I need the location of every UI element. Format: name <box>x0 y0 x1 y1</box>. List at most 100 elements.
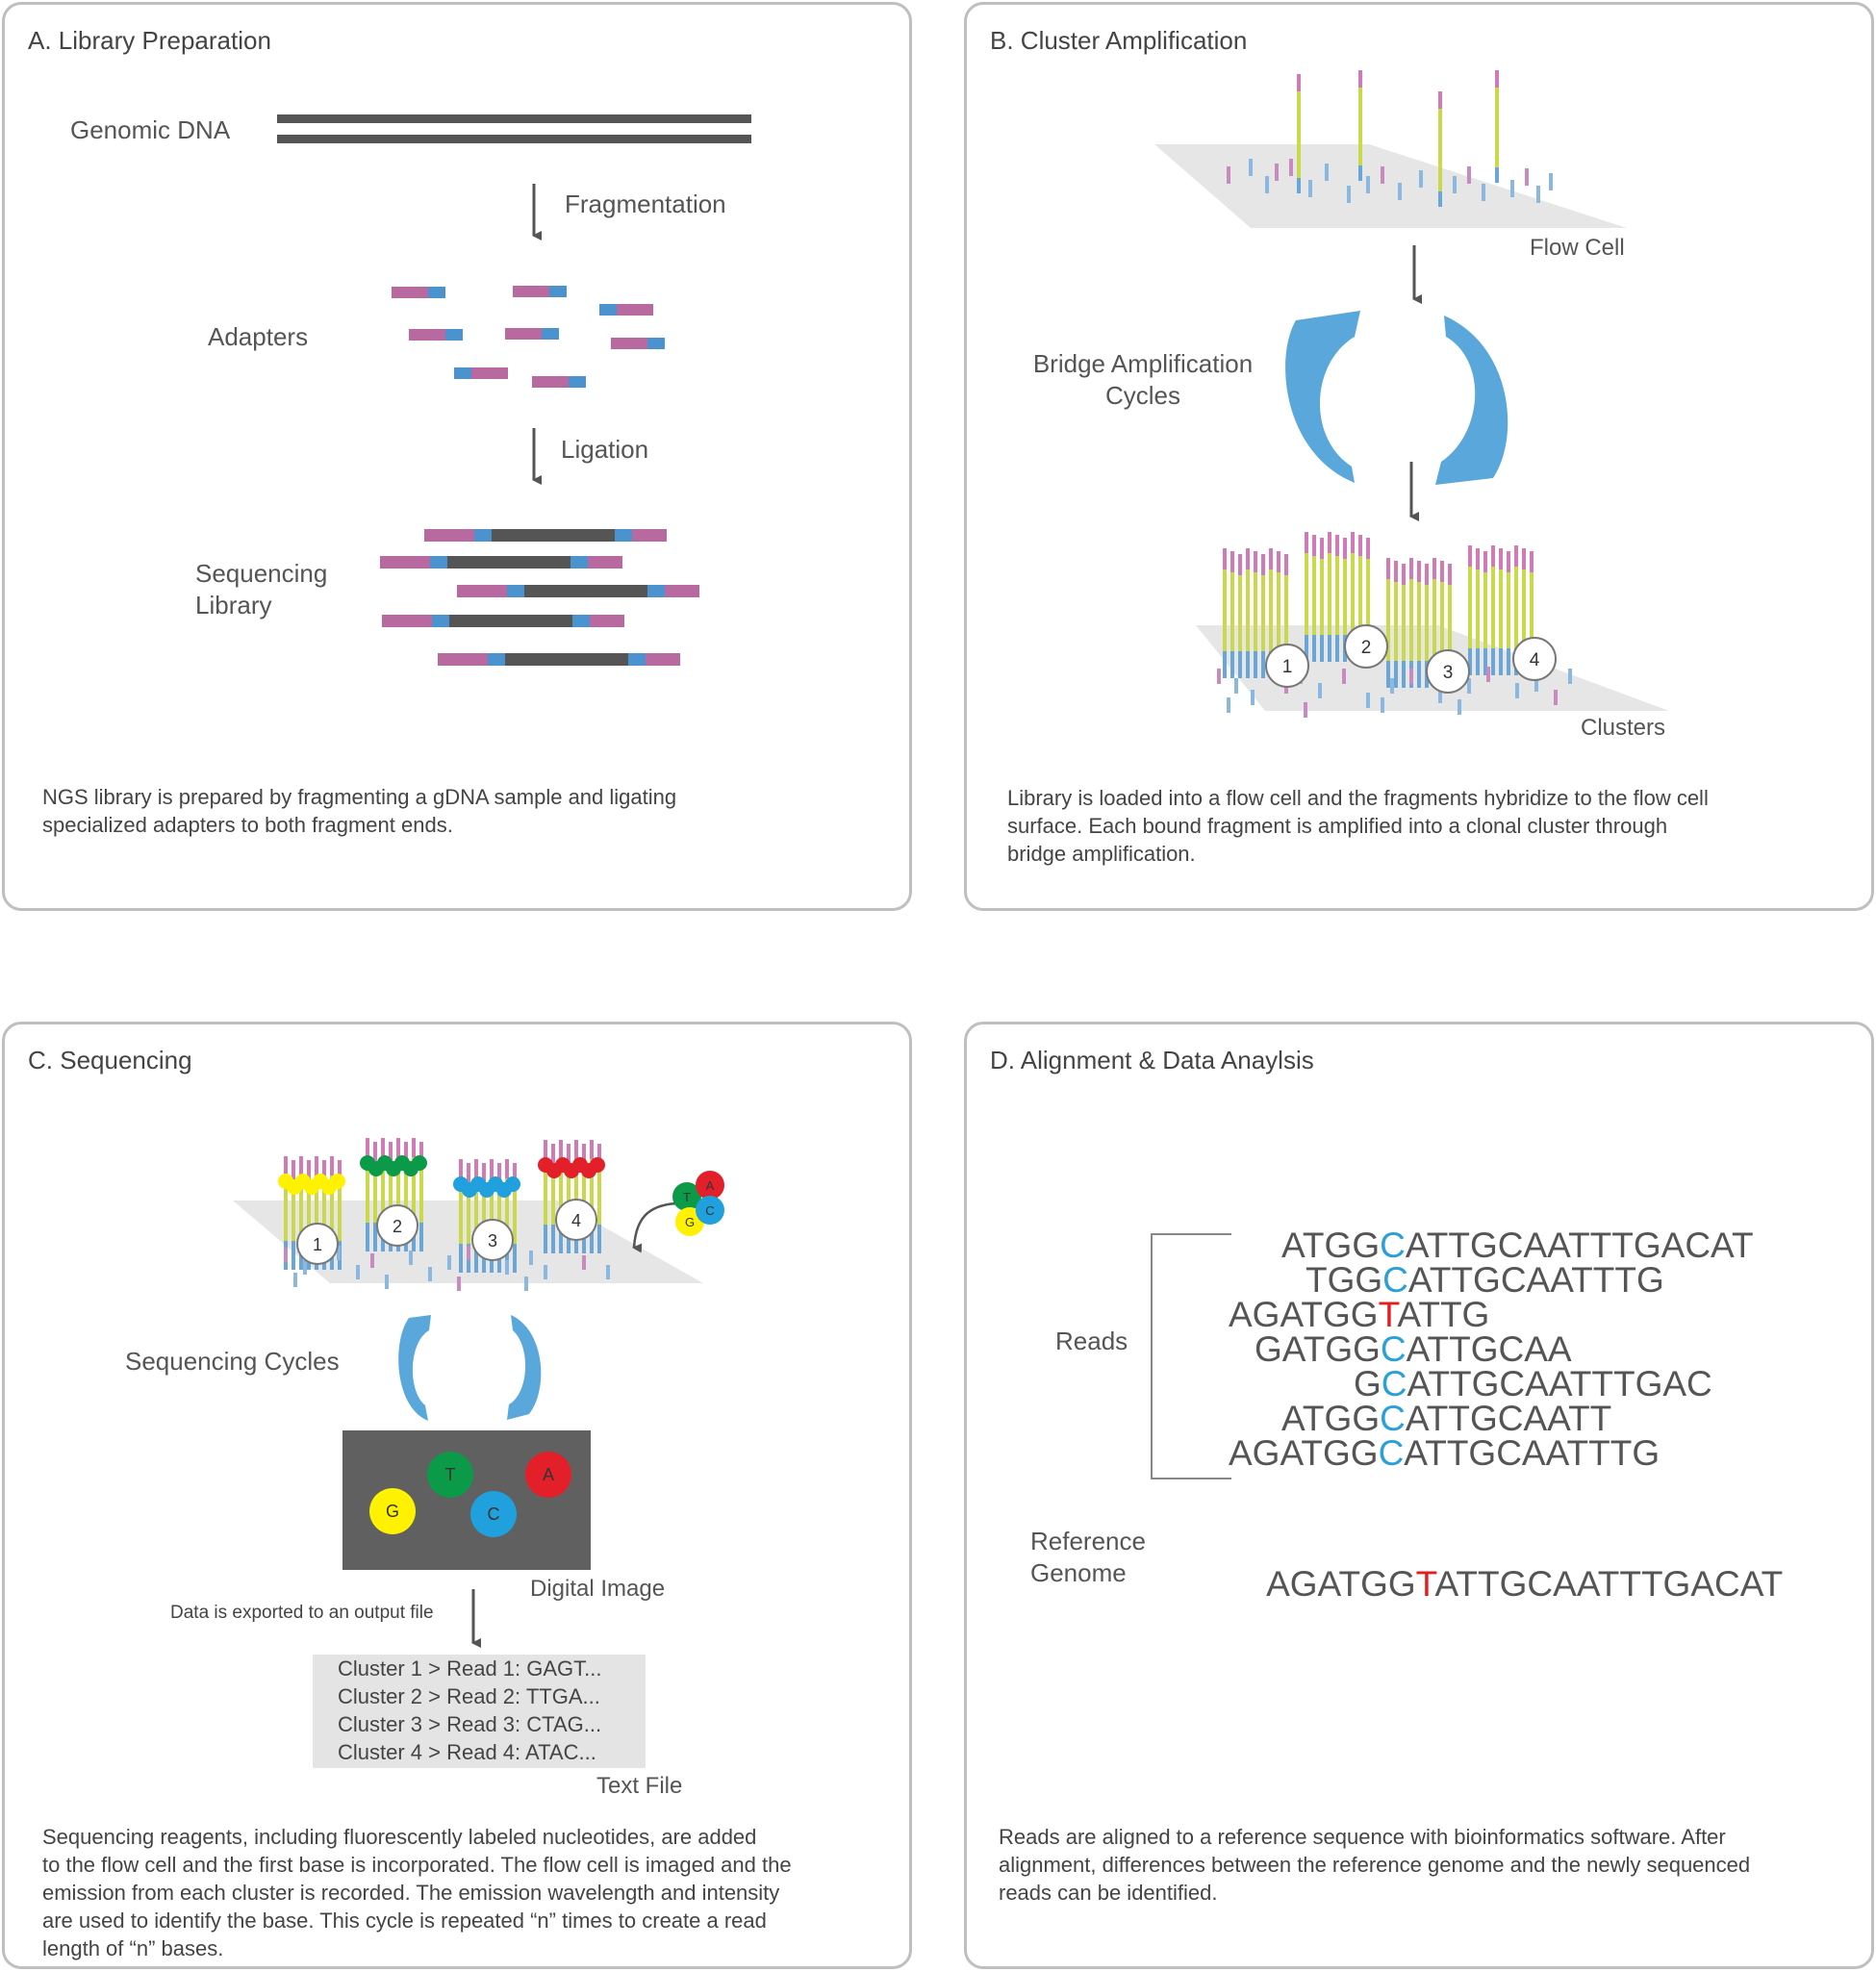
caption-line: bridge amplification. <box>1007 842 1196 866</box>
strand-base <box>1495 167 1499 183</box>
strand-tip <box>292 1160 295 1179</box>
caption-a: NGS library is prepared by fragmenting a… <box>42 783 676 839</box>
read-pre: ATGG <box>1281 1399 1381 1438</box>
cluster-marker-1 <box>1265 644 1309 688</box>
caption-line: alignment, differences between the refer… <box>999 1853 1751 1877</box>
surface-oligo <box>1398 183 1402 200</box>
strand-tip <box>1394 561 1398 582</box>
surface-oligo <box>447 1255 451 1270</box>
genomic-dna-strand <box>277 114 751 123</box>
strand-body <box>1402 585 1406 661</box>
strand-body <box>590 1159 594 1225</box>
strand-tip <box>284 1156 288 1176</box>
strand-body <box>1366 559 1370 635</box>
cluster-marker-3 <box>471 1219 514 1261</box>
strand-body <box>1440 582 1444 661</box>
cluster-marker-4 <box>555 1199 597 1241</box>
strand-base <box>505 1244 509 1273</box>
strand-tip <box>1499 548 1503 569</box>
library-adapter <box>474 529 492 542</box>
read-variant-base: C <box>1381 1364 1407 1403</box>
cluster-number-2: 2 <box>393 1217 402 1236</box>
surface-oligo <box>1347 186 1351 203</box>
panel-title: B. Cluster Amplification <box>990 26 1248 55</box>
fluorescent-label <box>330 1174 345 1189</box>
strand-body <box>1328 553 1331 635</box>
strand-tip <box>322 1160 326 1179</box>
strand-body <box>284 1176 288 1241</box>
read-variant-base: C <box>1380 1329 1407 1369</box>
surface-oligo <box>1467 678 1471 694</box>
bracket-line <box>1151 1233 1231 1479</box>
strand-body <box>1438 109 1442 191</box>
strand-base <box>1476 648 1480 675</box>
strand-body <box>373 1161 377 1223</box>
surface-oligo <box>293 1273 297 1287</box>
surface-oligo <box>428 1267 432 1281</box>
library-adapter <box>430 556 447 569</box>
text-file-line: Cluster 4 > Read 4: ATAC... <box>338 1740 596 1764</box>
read-pre: GATGG <box>1255 1329 1381 1369</box>
strand-tip <box>505 1159 509 1178</box>
strand-body <box>1343 559 1347 635</box>
surface-oligo <box>1234 678 1238 694</box>
surface-oligo <box>303 1260 307 1275</box>
strand-tip <box>1297 74 1301 91</box>
strand-tip <box>381 1138 385 1157</box>
strand-body <box>1297 91 1301 178</box>
strand-tip <box>582 1144 586 1163</box>
strand-body <box>490 1178 494 1244</box>
adapter-segment <box>513 286 549 297</box>
library-adapter <box>488 653 505 666</box>
strand-body <box>404 1161 408 1223</box>
strand-tip <box>1440 561 1444 582</box>
strand-body <box>544 1159 547 1225</box>
strand-base <box>544 1225 547 1253</box>
caption-line: reads can be identified. <box>999 1881 1218 1905</box>
strand-tip <box>1238 554 1242 575</box>
surface-oligo <box>457 1277 461 1291</box>
genomic-dna-label: Genomic DNA <box>70 115 231 144</box>
strand-base <box>1468 648 1472 675</box>
ref-seq-pre: AGATGG <box>1266 1564 1416 1604</box>
strand-base <box>1261 651 1265 678</box>
strand-body <box>419 1161 423 1223</box>
reference-genome-label: Genome <box>1030 1558 1127 1587</box>
read-pre: TGG <box>1306 1260 1383 1300</box>
strand-base <box>1254 651 1257 678</box>
cluster-number-3: 3 <box>488 1231 497 1251</box>
library-prep-diagram <box>277 114 751 666</box>
strand-body <box>513 1182 517 1244</box>
strand-tip <box>574 1140 578 1159</box>
strand-tip <box>497 1163 501 1182</box>
adapter-segment <box>599 304 617 316</box>
strand-tip <box>1223 548 1227 569</box>
cluster-number-4: 4 <box>1530 650 1540 670</box>
adapter-segment <box>647 338 665 349</box>
panel-title: C. Sequencing <box>28 1046 192 1074</box>
strand-tip <box>1386 558 1390 579</box>
read-post: ATTGCAATTTG <box>1404 1433 1661 1473</box>
strand-body <box>1305 553 1308 635</box>
strand-body <box>582 1163 586 1225</box>
strand-tip <box>1358 70 1362 88</box>
surface-oligo <box>284 1248 288 1262</box>
reads-label: Reads <box>1055 1327 1128 1355</box>
strand-body <box>338 1179 342 1241</box>
strand-tip <box>330 1156 334 1176</box>
adapter-segment <box>445 329 463 341</box>
flow-cell-strands <box>1227 70 1553 207</box>
adapter-segment <box>428 287 445 298</box>
strand-body <box>1335 556 1339 635</box>
surface-oligo <box>1453 176 1457 193</box>
surface-oligo <box>524 1277 528 1291</box>
strand-base <box>597 1225 601 1253</box>
strand-tip <box>1351 532 1355 553</box>
library-adapter <box>382 615 432 627</box>
surface-oligo <box>1482 184 1485 201</box>
surface-oligo <box>1227 166 1230 184</box>
genomic-dna-strand <box>277 135 751 143</box>
library-adapter <box>432 615 449 627</box>
strand-body <box>1448 585 1452 661</box>
surface-oligo <box>409 1251 413 1265</box>
